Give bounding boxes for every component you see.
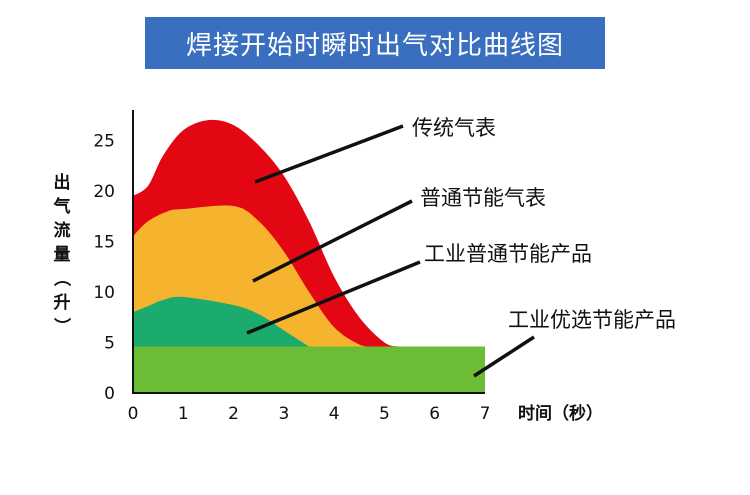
callout-line-2 (252, 199, 413, 283)
y-axis-label-char: 气 (53, 196, 71, 217)
series-areas (133, 119, 485, 393)
series-label-3: 工业普通节能产品 (424, 242, 592, 266)
y-tick-label: 0 (104, 384, 115, 404)
y-tick-label: 25 (93, 131, 115, 151)
y-axis-label-char: 出 (54, 172, 71, 193)
series-label-2: 普通节能气表 (420, 186, 546, 210)
x-tick-label: 2 (228, 404, 239, 424)
callout-line-1 (254, 124, 404, 184)
series-label-1: 传统气表 (412, 116, 496, 140)
y-axis-label-char: ） (51, 318, 72, 335)
x-tick-label: 5 (379, 404, 390, 424)
y-axis-label-char: 升 (54, 293, 71, 313)
y-tick-label: 15 (93, 232, 115, 252)
callout-line-4 (473, 335, 535, 378)
x-axis-label: 时间（秒） (518, 403, 603, 424)
chart-title: 焊接开始时瞬时出气对比曲线图 (145, 17, 605, 69)
y-axis-label-char: 量 (54, 244, 71, 265)
x-tick-label: 6 (429, 404, 440, 424)
y-tick-label: 5 (104, 333, 115, 353)
axis-ticks: 0 1 2 3 4 5 6 7 0 5 10 15 20 25 (93, 131, 490, 424)
y-tick-label: 20 (93, 182, 115, 202)
x-tick-label: 7 (480, 404, 491, 424)
series-label-4: 工业优选节能产品 (508, 308, 676, 332)
x-tick-label: 4 (329, 404, 340, 424)
x-tick-label: 1 (178, 404, 189, 424)
y-axis-label-char: （ (51, 270, 72, 287)
series-area-4 (133, 346, 485, 393)
x-tick-label: 0 (128, 404, 139, 424)
callout-line-3 (246, 260, 421, 335)
y-tick-label: 10 (93, 283, 115, 303)
y-axis-label-char: 流 (54, 220, 71, 241)
x-tick-label: 3 (278, 404, 289, 424)
